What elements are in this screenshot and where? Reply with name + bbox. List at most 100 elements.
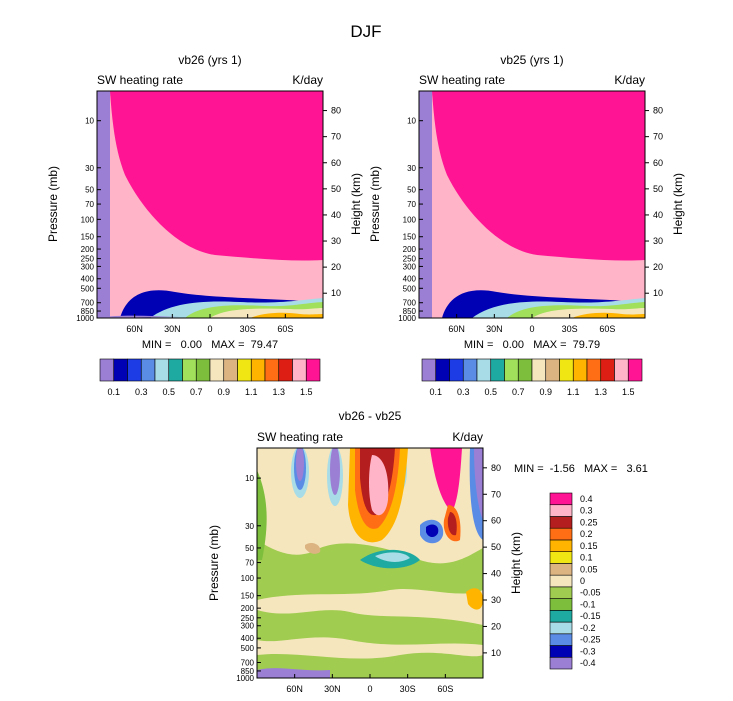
colorbar-swatch	[421, 358, 437, 382]
units-label: K/day	[452, 430, 483, 444]
y-axis-label: Pressure (mb)	[46, 166, 60, 242]
green-region-1	[257, 540, 483, 600]
y-tick-label: 400	[81, 275, 95, 284]
x-tick-label: 60S	[277, 324, 293, 334]
stats-text: MIN = 0.00 MAX = 79.79	[464, 339, 600, 351]
colorbar-label: -0.25	[580, 635, 601, 645]
y-tick-label: 10	[85, 117, 94, 126]
colorbar-label: 0.4	[580, 494, 593, 504]
y-tick-label: 200	[403, 245, 417, 254]
colorbar-swatch	[549, 516, 573, 529]
colorbar-label: 0.5	[162, 387, 175, 397]
band-1.4	[432, 91, 645, 318]
colorbar-label: 1.5	[622, 387, 635, 397]
y-right-tick-label: 40	[331, 210, 341, 220]
colorbar-swatch	[517, 358, 533, 382]
y-tick-label: 850	[241, 667, 255, 676]
colorbar-label: 0.1	[580, 553, 593, 563]
x-tick-label: 60N	[126, 324, 143, 334]
y-right-tick-label: 60	[491, 516, 501, 526]
colorbar-swatch	[305, 358, 321, 382]
y-tick-label: 100	[81, 215, 95, 224]
colorbar-label: 1.1	[245, 387, 258, 397]
purple-tongue-30N	[330, 448, 340, 495]
colorbar-swatch	[449, 358, 464, 382]
y-axis-label-right: Height (km)	[349, 173, 363, 235]
colorbar-swatch	[264, 358, 280, 382]
colorbar-label: 0.05	[580, 564, 598, 574]
colorbar-swatch	[549, 598, 573, 611]
band-1.5	[432, 91, 645, 261]
stats-text: MIN = 0.00 MAX = 79.47	[142, 339, 278, 351]
y-tick-label: 30	[85, 164, 94, 173]
colorbar-label: 0.15	[580, 541, 598, 551]
green-strip-left	[257, 470, 267, 560]
pink-core-eq	[369, 455, 389, 516]
y-axis-label-right: Height (km)	[671, 173, 685, 235]
colorbar-label: 0.9	[217, 387, 230, 397]
dark-blue-core	[426, 524, 439, 538]
y-tick-label: 70	[245, 559, 254, 568]
colorbar-swatch	[549, 574, 573, 588]
colorbar-swatch	[549, 551, 573, 564]
y-right-tick-label: 60	[331, 158, 341, 168]
y-tick-label: 70	[407, 200, 416, 209]
colorbar-swatch	[140, 358, 156, 382]
colorbar-swatch	[209, 358, 225, 382]
green-region-2	[257, 610, 483, 645]
pink-column-60S	[430, 448, 462, 512]
y-right-tick-label: 80	[331, 106, 341, 116]
y-tick-label: 50	[85, 186, 94, 195]
colorbar-swatch	[549, 492, 573, 506]
x-tick-label: 60N	[286, 684, 303, 694]
colorbar-label: 1.3	[594, 387, 607, 397]
y-right-tick-label: 10	[491, 648, 501, 658]
x-tick-label: 30N	[164, 324, 181, 334]
colorbar-label: 0.1	[107, 387, 120, 397]
x-tick-label: 0	[207, 324, 212, 334]
y-tick-label: 70	[85, 200, 94, 209]
y-tick-label: 50	[245, 544, 254, 553]
y-tick-label: 150	[241, 592, 255, 601]
colorbar-swatch	[154, 358, 170, 382]
colorbar-swatch	[490, 358, 505, 382]
y-right-tick-label: 10	[331, 288, 341, 298]
colorbar-label: 0.2	[580, 529, 593, 539]
y-right-tick-label: 30	[331, 236, 341, 246]
colorbar-swatch	[549, 527, 573, 541]
colorbar-swatch	[531, 358, 547, 382]
panel-vb25: vb25 (yrs 1) SW heating rate K/day 60N 3	[368, 53, 685, 397]
colorbar-label: 0.5	[484, 387, 497, 397]
colorbar-swatch	[549, 504, 573, 517]
colorbar-swatch	[182, 358, 197, 382]
y-tick-label: 30	[407, 164, 416, 173]
y-tick-label: 700	[241, 659, 255, 668]
page-title: DJF	[350, 22, 381, 41]
y-tick-label: 700	[81, 299, 95, 308]
y-tick-label: 250	[81, 255, 95, 264]
colorbar-swatch	[549, 656, 573, 670]
y-tick-label: 30	[245, 522, 254, 531]
y-tick-label: 500	[403, 284, 417, 293]
darkred-60S	[447, 512, 457, 536]
colorbar-swatch	[168, 358, 183, 382]
x-tick-label: 30S	[240, 324, 256, 334]
colorbar-swatch	[586, 358, 602, 382]
colorbar-swatch	[504, 358, 519, 382]
y-right-tick-label: 10	[653, 288, 663, 298]
y-tick-label: 300	[81, 262, 95, 271]
y-tick-label: 500	[241, 644, 255, 653]
x-tick-label: 0	[529, 324, 534, 334]
colorbar-label: -0.15	[580, 611, 601, 621]
y-tick-label: 250	[403, 255, 417, 264]
contour-field	[419, 91, 645, 318]
y-tick-label: 150	[403, 233, 417, 242]
x-tick-label: 30S	[400, 684, 416, 694]
panel-title: vb26 (yrs 1)	[178, 53, 241, 67]
purple-surface	[257, 668, 330, 678]
colorbar-label: 1.5	[300, 387, 313, 397]
x-tick-label: 30N	[486, 324, 503, 334]
x-tick-label: 30N	[324, 684, 341, 694]
surface-purple	[97, 315, 180, 318]
y-axis-label: Pressure (mb)	[368, 166, 382, 242]
